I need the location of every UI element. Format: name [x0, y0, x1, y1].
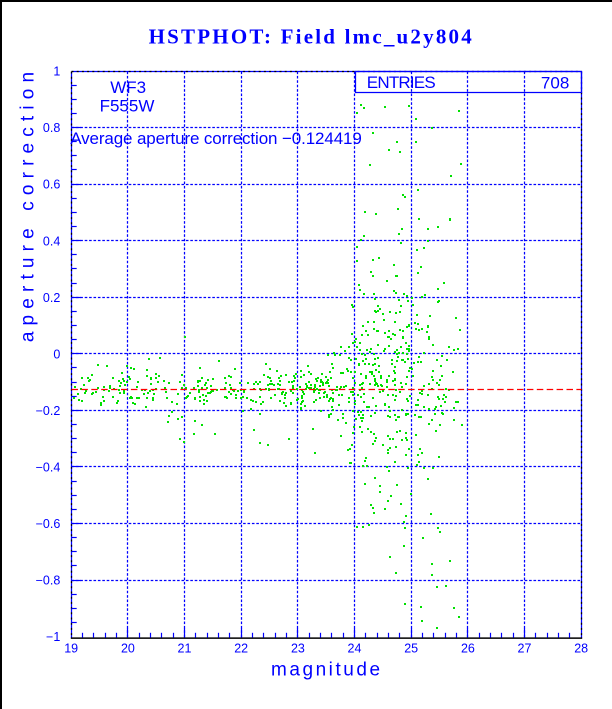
- svg-text:HSTPHOT: Field lmc_u2y804: HSTPHOT: Field lmc_u2y804: [149, 24, 474, 48]
- svg-text:20: 20: [121, 642, 135, 656]
- svg-text:−0.6: −0.6: [36, 517, 61, 531]
- svg-text:27: 27: [518, 642, 532, 656]
- svg-text:23: 23: [291, 642, 305, 656]
- svg-text:ENTRIES: ENTRIES: [367, 73, 436, 92]
- svg-text:21: 21: [178, 642, 192, 656]
- svg-text:0: 0: [53, 347, 60, 361]
- svg-text:−1: −1: [46, 630, 60, 644]
- svg-text:24: 24: [348, 642, 362, 656]
- svg-text:708: 708: [541, 73, 569, 92]
- svg-text:aperture correction: aperture correction: [18, 66, 39, 342]
- svg-text:26: 26: [461, 642, 475, 656]
- svg-text:−0.8: −0.8: [36, 574, 61, 588]
- svg-text:0.6: 0.6: [43, 178, 60, 192]
- svg-text:0.2: 0.2: [43, 291, 60, 305]
- svg-text:19: 19: [64, 642, 78, 656]
- svg-text:0.4: 0.4: [43, 234, 60, 248]
- svg-text:28: 28: [574, 642, 588, 656]
- svg-text:1: 1: [53, 65, 60, 79]
- svg-text:WF3: WF3: [110, 78, 146, 97]
- svg-text:F555W: F555W: [100, 97, 155, 116]
- svg-text:0.8: 0.8: [43, 121, 60, 135]
- svg-text:−0.2: −0.2: [36, 404, 61, 418]
- svg-text:−0.4: −0.4: [36, 461, 61, 475]
- svg-text:Average aperture correction −0: Average aperture correction −0.124419: [70, 129, 362, 148]
- svg-text:magnitude: magnitude: [271, 660, 383, 681]
- svg-text:25: 25: [404, 642, 418, 656]
- svg-text:22: 22: [234, 642, 248, 656]
